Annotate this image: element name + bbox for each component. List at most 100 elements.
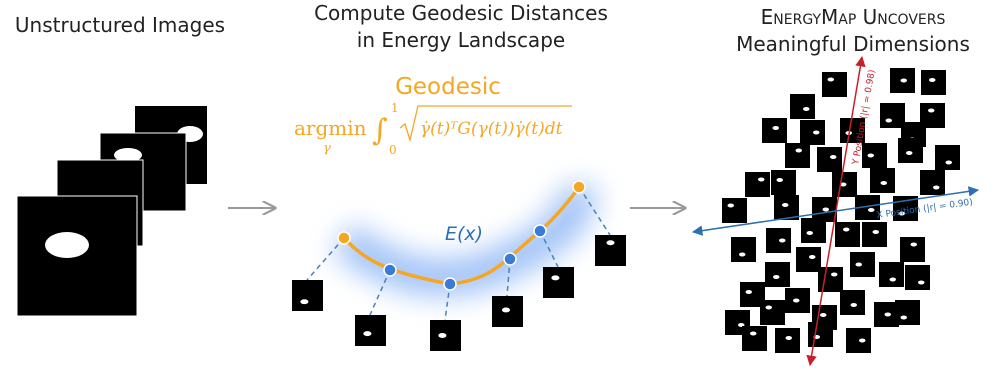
- panel-title: Meaningful Dimensions: [736, 32, 970, 56]
- thumbnail: [935, 145, 960, 170]
- sample-point: [444, 278, 456, 290]
- thumbnail: [790, 94, 815, 119]
- blob: [809, 255, 816, 259]
- thumbnail: [808, 322, 833, 347]
- image-stack: [17, 106, 207, 316]
- blob: [807, 231, 814, 235]
- thumbnail: [775, 328, 800, 353]
- blob: [793, 299, 800, 303]
- thumbnail: [771, 170, 796, 195]
- panel-title: Compute Geodesic Distances: [314, 1, 608, 25]
- thumbnail: [801, 218, 826, 243]
- thumbnail: [898, 138, 923, 163]
- blob: [928, 109, 935, 113]
- thumbnail: [731, 237, 756, 262]
- thumbnail: [355, 315, 386, 346]
- thumbnail: [921, 70, 946, 95]
- blob: [901, 79, 908, 83]
- formula-lower: 0: [389, 143, 397, 157]
- thumbnail: [800, 120, 825, 145]
- sample-point: [504, 253, 516, 265]
- blob: [890, 278, 897, 282]
- thumbnail: [850, 252, 875, 277]
- blob: [843, 228, 850, 232]
- blob: [946, 161, 953, 165]
- thumbnail: [862, 143, 887, 168]
- thumbnail: [862, 222, 887, 247]
- thumbnail: [785, 143, 810, 168]
- thumbnail: [822, 72, 847, 97]
- sample-point: [534, 225, 546, 237]
- blob: [823, 208, 830, 212]
- thumbnail: [745, 172, 770, 197]
- blob: [363, 331, 371, 336]
- blob: [885, 313, 892, 317]
- thumbnail: [292, 280, 323, 311]
- thumbnail: [870, 168, 895, 193]
- blob: [918, 281, 925, 285]
- thumbnail: [846, 328, 871, 353]
- blob: [813, 131, 820, 135]
- blob: [773, 126, 780, 130]
- thumbnail: [762, 118, 787, 143]
- connector: [307, 238, 344, 280]
- thumbnail: [760, 300, 785, 325]
- thumbnail: [722, 198, 747, 223]
- thumbnail: [796, 247, 821, 272]
- sample-point: [573, 181, 585, 193]
- blob: [933, 186, 940, 190]
- blob: [803, 107, 810, 111]
- blob: [300, 299, 308, 304]
- panel-title: Unstructured Images: [15, 13, 225, 37]
- blob: [502, 307, 510, 312]
- thumbnail: [905, 265, 930, 290]
- thumbnail: [765, 262, 790, 287]
- blob: [901, 316, 908, 320]
- blob: [746, 290, 753, 294]
- thumbnail: [879, 262, 904, 287]
- x-axis-label: X Position (|r| = 0.90): [876, 198, 973, 221]
- thumbnail: [920, 170, 945, 195]
- sample-point: [338, 232, 350, 244]
- thumbnail: [835, 222, 860, 247]
- blob: [606, 240, 614, 245]
- blob: [779, 239, 786, 243]
- geodesic-label: Geodesic: [395, 74, 501, 100]
- blob: [766, 306, 773, 310]
- formula-upper: 1: [391, 101, 399, 115]
- sample-point: [384, 264, 396, 276]
- blob: [782, 203, 789, 207]
- blob: [728, 204, 735, 208]
- energy-label: E(x): [445, 223, 483, 245]
- blob: [739, 253, 746, 257]
- blob: [856, 263, 863, 267]
- blob: [906, 151, 913, 155]
- thumbnail: [817, 147, 842, 172]
- blob: [830, 155, 837, 159]
- formula-integrand: γ̇(t)ᵀG(γ(t))γ̇(t)dt: [420, 119, 563, 139]
- figure: Unstructured Images Compute Geodesic Dis…: [0, 0, 993, 368]
- blob: [828, 78, 835, 82]
- blob: [777, 178, 784, 182]
- blob: [929, 78, 936, 82]
- thumbnail: [766, 228, 791, 253]
- blob: [786, 336, 793, 340]
- blob: [886, 119, 893, 123]
- blob: [750, 332, 757, 336]
- blob: [551, 275, 559, 280]
- blob: [831, 273, 838, 277]
- blob: [881, 181, 888, 185]
- thumbnail: [818, 267, 843, 292]
- blob: [820, 313, 827, 317]
- panel-title: EnergyMap Uncovers: [761, 5, 946, 29]
- formula: argmin γ ∫ 0 1 γ̇(t)ᵀG(γ(t))γ̇(t)dt: [294, 101, 572, 157]
- blob: [438, 333, 446, 338]
- blob: [758, 178, 765, 182]
- blob: [868, 208, 875, 212]
- blob: [911, 243, 918, 247]
- thumbnail: [900, 237, 925, 262]
- thumbnail: [595, 235, 626, 266]
- blob: [868, 154, 875, 158]
- thumbnail: [895, 300, 920, 325]
- blob: [873, 230, 880, 234]
